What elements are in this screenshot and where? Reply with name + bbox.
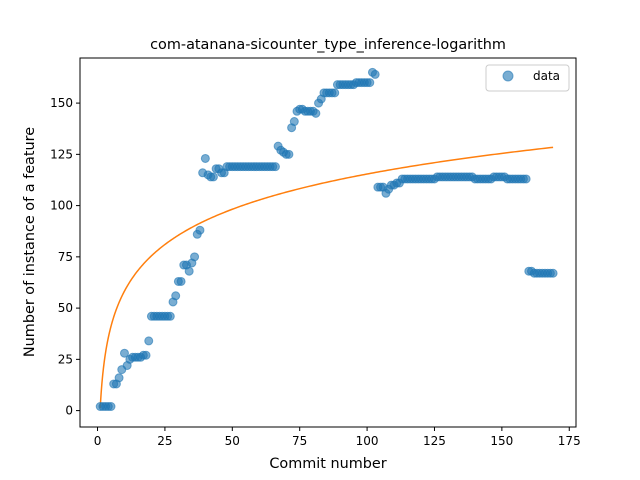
- data-point: [114, 373, 124, 383]
- y-tick-label: 100: [50, 199, 73, 213]
- data-point: [330, 88, 340, 98]
- data-point: [106, 402, 116, 411]
- data-point: [190, 252, 200, 262]
- x-axis-ticks: 0 25 50 75 100 125 150 175: [94, 427, 581, 448]
- data-point: [289, 117, 299, 127]
- x-tick-label: 0: [94, 434, 102, 448]
- plot-area: [95, 67, 558, 411]
- x-tick-label: 125: [423, 434, 446, 448]
- y-tick-label: 50: [58, 301, 73, 315]
- x-tick-label: 150: [490, 434, 513, 448]
- data-point: [311, 108, 321, 118]
- data-point: [176, 276, 186, 286]
- x-axis-label: Commit number: [269, 456, 386, 472]
- x-tick-label: 175: [558, 434, 581, 448]
- y-tick-label: 125: [50, 147, 73, 161]
- y-tick-label: 150: [50, 96, 73, 110]
- y-tick-label: 0: [65, 404, 73, 418]
- axes-frame: [79, 57, 577, 428]
- data-point: [284, 149, 294, 159]
- x-tick-label: 50: [225, 434, 240, 448]
- data-point: [144, 336, 154, 346]
- fit-line: [99, 146, 554, 409]
- x-tick-label: 100: [356, 434, 379, 448]
- chart-title: com-atanana-sicounter_type_inference-log…: [150, 37, 506, 53]
- fit-layer: [99, 146, 554, 409]
- y-axis-label: Number of instance of a feature: [22, 127, 38, 357]
- data-point: [184, 266, 194, 276]
- data-points: [95, 67, 558, 411]
- y-tick-label: 25: [58, 352, 73, 366]
- data-point: [521, 174, 531, 184]
- y-tick-label: 75: [58, 250, 73, 264]
- x-tick-label: 25: [157, 434, 172, 448]
- data-point: [270, 162, 280, 172]
- data-point: [165, 311, 175, 321]
- data-point: [119, 348, 129, 358]
- data-point: [370, 69, 380, 79]
- data-point: [208, 172, 218, 182]
- data-point: [200, 153, 210, 163]
- data-point: [171, 291, 181, 301]
- legend: data: [485, 64, 570, 92]
- y-axis-ticks: 0 25 50 75 100 125 150: [50, 96, 80, 418]
- data-point: [141, 350, 151, 360]
- data-point: [195, 225, 205, 235]
- legend-label-data: data: [533, 69, 560, 83]
- x-tick-label: 75: [292, 434, 307, 448]
- data-point: [548, 268, 558, 278]
- legend-marker-data: [502, 70, 514, 82]
- data-point: [365, 78, 375, 88]
